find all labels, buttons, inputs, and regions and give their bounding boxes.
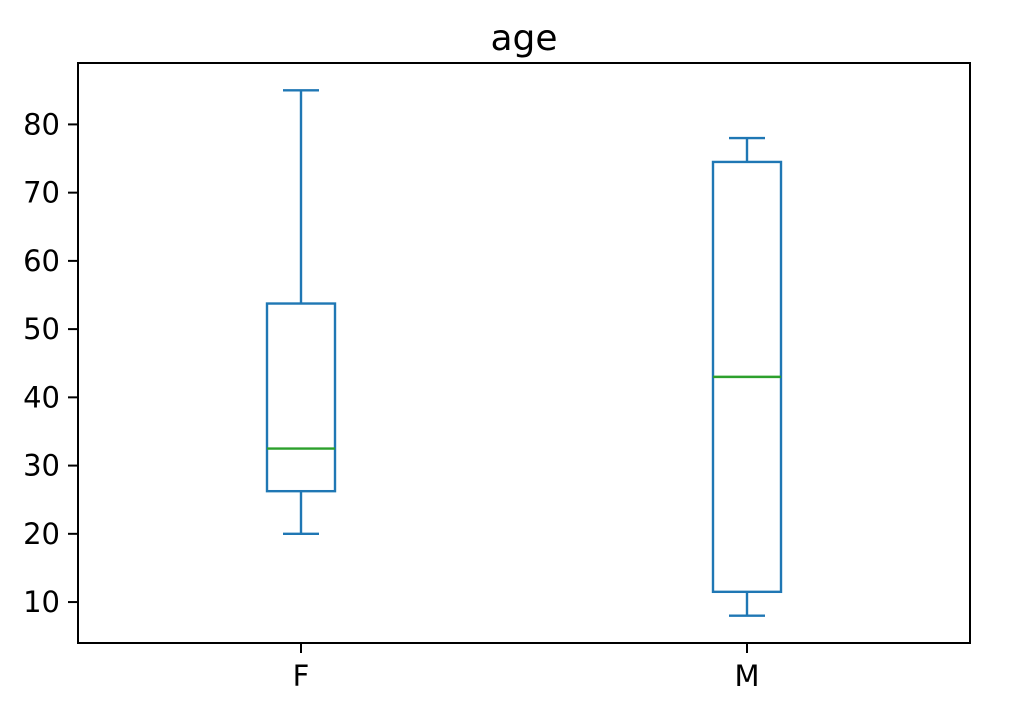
iqr-box: [265, 302, 337, 493]
y-axis-ticks: 10 20 30 40 50 60 70 80: [23, 107, 78, 619]
y-tick-label: 70: [23, 176, 60, 210]
chart-title: age: [490, 18, 557, 59]
y-tick-label: 10: [23, 585, 60, 619]
box-M: [711, 136, 783, 617]
box-F: [265, 89, 337, 536]
box-series: [265, 89, 783, 617]
y-tick-label: 40: [23, 380, 60, 414]
y-tick-label: 50: [23, 312, 60, 346]
y-tick-label: 30: [23, 449, 60, 483]
plot-frame: [77, 62, 971, 644]
y-tick-label: 60: [23, 244, 60, 278]
x-tick-label: F: [293, 659, 310, 693]
x-tick-label: M: [734, 659, 759, 693]
y-tick-label: 80: [23, 107, 60, 141]
y-tick-label: 20: [23, 517, 60, 551]
